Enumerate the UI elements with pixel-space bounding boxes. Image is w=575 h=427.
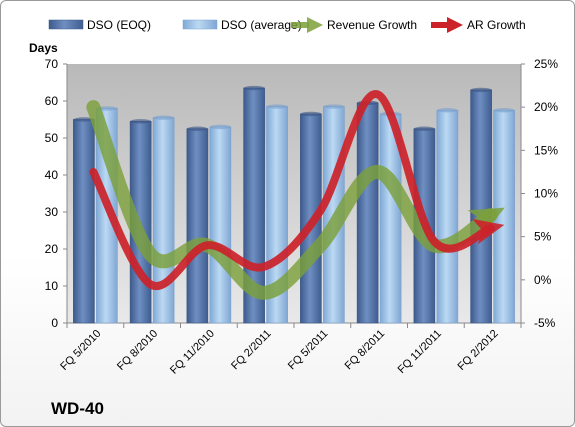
ar-growth-point	[93, 171, 94, 172]
bar-dso-average-top	[493, 108, 515, 113]
bar-dso-eoq-top	[470, 87, 492, 93]
y2-tick-label: 25%	[534, 57, 558, 71]
y2-tick-label: 20%	[534, 100, 558, 114]
y-tick-label: 60	[45, 94, 59, 108]
x-tick-label: FQ 8/2010	[115, 328, 160, 373]
revenue-growth-point	[433, 245, 434, 246]
ar-growth-point	[490, 228, 491, 229]
legend-label-ar-growth: AR Growth	[467, 18, 526, 32]
y-tick-label: 50	[45, 131, 59, 145]
legend-swatch-ar-growth	[431, 17, 463, 33]
bar-dso-average-top	[153, 115, 175, 120]
x-tick-label: FQ 2/2012	[456, 328, 501, 373]
bar-dso-average-top	[266, 104, 288, 109]
y2-axis-ticks: -5% 0% 5% 10% 15% 20% 25%	[521, 57, 558, 330]
bar-dso-average-top	[209, 124, 231, 130]
revenue-growth-point	[490, 215, 491, 216]
legend-swatch-dso-average	[182, 19, 218, 30]
revenue-growth-point	[377, 171, 378, 172]
bar-dso-average	[209, 126, 232, 324]
bar-dso-eoq-top	[186, 126, 208, 131]
y-tick-label: 30	[45, 205, 59, 219]
y-axis-title: Days	[29, 41, 58, 55]
legend: DSO (EOQ) DSO (average) Revenue Growth A…	[48, 17, 526, 33]
ar-growth-point	[150, 284, 151, 285]
bar-dso-average-top	[323, 104, 345, 109]
y2-tick-label: 15%	[534, 143, 558, 157]
bar-dso-eoq	[73, 119, 95, 324]
revenue-growth-line	[86, 100, 505, 300]
y-tick-label: 0	[51, 316, 58, 330]
ar-growth-point	[433, 240, 434, 241]
y2-tick-label: 0%	[534, 273, 552, 287]
y-tick-label: 70	[45, 57, 59, 71]
legend-swatch-revenue-growth	[291, 17, 323, 33]
x-tick-label: FQ 2/2011	[229, 328, 274, 373]
x-axis-ticks: FQ 5/2010 FQ 8/2010 FQ 11/2010 FQ 2/2011 FQ …	[58, 328, 500, 377]
y2-tick-label: -5%	[534, 316, 556, 330]
bar-dso-average	[152, 117, 175, 324]
x-tick-label: FQ 5/2011	[286, 328, 331, 373]
revenue-growth-point	[263, 292, 264, 293]
legend-swatch-dso-eoq	[48, 19, 84, 30]
bar-dso-eoq-top	[413, 126, 435, 131]
bar-dso-eoq	[186, 128, 209, 324]
chart-title: WD-40	[51, 399, 104, 418]
bar-dso-eoq	[470, 89, 492, 324]
ar-growth-line	[89, 90, 505, 291]
y-tick-label: 40	[45, 168, 59, 182]
revenue-growth-point	[93, 107, 94, 108]
revenue-growth-point	[150, 253, 151, 254]
bar-dso-eoq	[356, 102, 379, 324]
ar-growth-point	[377, 94, 378, 95]
legend-label-revenue-growth: Revenue Growth	[327, 18, 417, 32]
x-tick-label: FQ 5/2010	[58, 328, 103, 373]
bar-dso-average	[436, 109, 459, 324]
y2-tick-label: 10%	[534, 187, 558, 201]
legend-label-dso-eoq: DSO (EOQ)	[87, 18, 151, 32]
x-tick-label: FQ 8/2011	[343, 328, 388, 373]
revenue-growth-point	[320, 245, 321, 246]
bar-dso-eoq-top	[243, 85, 265, 91]
y-axis-ticks: 0 10 20 30 40 50 60 70	[45, 57, 67, 330]
bar-dso-eoq-top	[130, 119, 152, 124]
bar-dso-eoq-top	[300, 111, 322, 117]
x-tick-label: FQ 11/2011	[396, 328, 444, 376]
bar-dso-eoq-top	[73, 117, 95, 122]
ar-growth-point	[320, 210, 321, 211]
ar-growth-point	[206, 245, 207, 246]
legend-label-dso-average: DSO (average)	[221, 18, 302, 32]
y2-tick-label: 5%	[534, 230, 552, 244]
ar-growth-point	[263, 266, 264, 267]
bar-dso-average-top	[436, 108, 458, 113]
y-tick-label: 10	[45, 279, 59, 293]
x-tick-label: FQ 11/2010	[168, 328, 217, 377]
growth-lines	[86, 90, 505, 300]
y-tick-label: 20	[45, 242, 59, 256]
